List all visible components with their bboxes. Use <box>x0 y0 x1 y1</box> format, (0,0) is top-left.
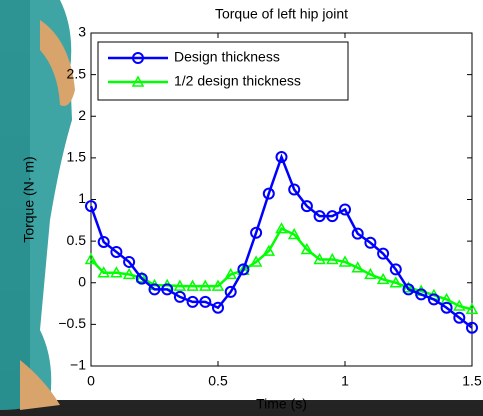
character-arm <box>40 20 75 106</box>
chart-title: Torque of left hip joint <box>215 6 348 22</box>
data-point <box>287 227 301 240</box>
data-point <box>161 283 174 296</box>
data-point <box>275 151 288 164</box>
data-point <box>85 200 97 213</box>
data-point <box>237 263 250 276</box>
legend-marker <box>131 75 145 87</box>
data-point <box>339 203 351 216</box>
data-point <box>122 267 136 280</box>
y-tick-label: 1 <box>78 190 86 206</box>
data-point <box>466 321 478 334</box>
y-tick-label: 2 <box>78 107 86 123</box>
data-point <box>84 252 98 265</box>
data-point <box>389 263 402 276</box>
legend-label: Design thickness <box>174 49 280 65</box>
data-point <box>376 272 390 285</box>
x-tick-label: 1.5 <box>462 373 482 389</box>
data-point <box>326 252 339 265</box>
y-axis-label: Torque (N· m) <box>21 156 37 242</box>
data-point <box>300 200 313 213</box>
data-point <box>364 236 377 249</box>
y-tick-label: 0.5 <box>67 232 87 248</box>
data-point <box>123 255 136 268</box>
legend-label: 1/2 design thickness <box>174 73 301 89</box>
data-point <box>262 187 275 200</box>
y-tick-label: −0.5 <box>58 315 86 331</box>
data-point <box>351 227 364 240</box>
data-point <box>351 261 364 273</box>
y-tick-label: 1.5 <box>67 149 87 165</box>
data-point <box>135 272 148 285</box>
data-point <box>224 285 237 298</box>
x-tick-label: 1 <box>341 373 349 389</box>
y-tick-label: 2.5 <box>67 65 87 81</box>
data-point <box>300 242 314 255</box>
data-point <box>453 299 466 311</box>
data-point <box>313 252 326 265</box>
data-point <box>364 267 377 280</box>
y-tick-label: 0 <box>78 273 86 289</box>
data-point <box>110 266 123 278</box>
data-point <box>173 290 186 303</box>
data-point <box>148 283 161 296</box>
data-point <box>377 247 390 260</box>
data-point <box>97 235 110 248</box>
data-point <box>173 279 187 291</box>
data-point <box>389 276 403 288</box>
data-point <box>465 302 479 315</box>
data-point <box>110 245 123 258</box>
data-point <box>186 279 199 291</box>
data-point <box>338 255 352 267</box>
data-point <box>249 255 263 267</box>
x-tick-label: 0.5 <box>208 373 228 389</box>
data-point <box>186 295 199 308</box>
y-tick-label: −1 <box>70 357 86 373</box>
legend-box <box>97 41 349 101</box>
y-tick-label: 3 <box>78 24 86 40</box>
data-point <box>415 288 428 301</box>
data-point <box>402 283 415 296</box>
x-tick-label: 0 <box>87 373 95 389</box>
character-body <box>0 0 72 410</box>
data-point <box>199 279 212 291</box>
data-point <box>224 267 237 280</box>
data-point <box>427 293 440 306</box>
data-point <box>97 266 110 278</box>
data-point <box>453 311 466 324</box>
data-point <box>211 279 225 291</box>
series-line <box>89 153 473 329</box>
data-point <box>313 210 326 223</box>
character-foot <box>20 360 60 410</box>
x-axis-label: Time (s) <box>256 396 307 412</box>
data-point <box>250 226 263 239</box>
data-point <box>212 301 224 314</box>
data-point <box>288 183 301 196</box>
data-point <box>199 295 212 308</box>
data-point <box>275 222 288 234</box>
data-point <box>440 301 453 314</box>
data-point <box>262 244 276 256</box>
data-point <box>326 210 339 223</box>
legend-marker <box>132 52 144 64</box>
